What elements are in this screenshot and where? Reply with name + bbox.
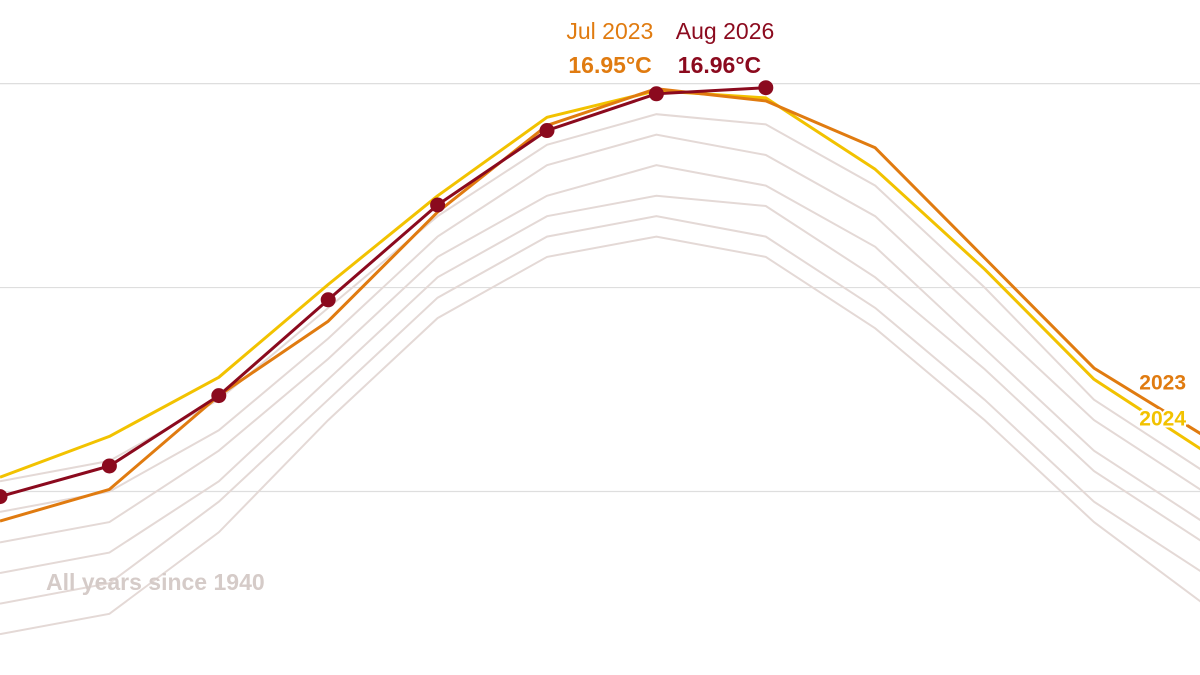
background-label: All years since 1940 xyxy=(46,569,265,595)
point xyxy=(101,458,117,474)
series-line xyxy=(0,89,1200,479)
background-line xyxy=(0,164,1200,544)
series-label: 2024 xyxy=(1139,408,1186,431)
point xyxy=(758,80,774,96)
point xyxy=(211,388,227,404)
series-line xyxy=(0,87,1200,523)
background-line xyxy=(0,194,1200,574)
series-lines xyxy=(0,80,1200,523)
point xyxy=(648,86,664,102)
value-label: 16.95°C xyxy=(568,52,651,78)
series-label: 2023 xyxy=(1139,372,1186,395)
point xyxy=(539,123,555,139)
point xyxy=(430,197,446,213)
background-line xyxy=(0,113,1200,483)
background-line xyxy=(0,235,1200,636)
background-line xyxy=(0,215,1200,605)
value-label: 16.96°C xyxy=(678,52,761,78)
background-line xyxy=(0,133,1200,513)
annotation: Aug 2026 xyxy=(676,18,774,44)
point xyxy=(320,292,336,308)
labels: All years since 1940 2024 Jul 2023 16.95°C… xyxy=(46,18,1188,595)
annotation: Jul 2023 xyxy=(566,18,653,44)
point xyxy=(0,489,8,505)
background-lines xyxy=(0,113,1200,636)
grid xyxy=(0,83,1200,493)
series-line xyxy=(0,86,766,499)
